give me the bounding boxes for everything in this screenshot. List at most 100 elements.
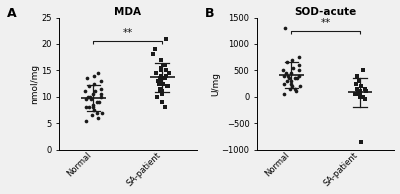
Point xyxy=(91,82,98,85)
Point xyxy=(91,74,97,77)
Point xyxy=(86,106,92,109)
Point xyxy=(159,63,166,67)
Point xyxy=(283,71,290,74)
Point xyxy=(162,106,168,109)
Point xyxy=(284,74,291,77)
Point xyxy=(282,27,288,30)
Point xyxy=(280,82,287,85)
Point xyxy=(86,95,93,98)
Point xyxy=(362,87,368,90)
Point xyxy=(284,79,290,82)
Point xyxy=(281,93,287,96)
Text: B: B xyxy=(205,7,214,20)
Point xyxy=(354,90,361,93)
Point xyxy=(286,77,292,80)
Text: **: ** xyxy=(321,18,331,28)
Point xyxy=(292,87,298,90)
Point xyxy=(293,90,300,93)
Point xyxy=(288,82,294,85)
Point xyxy=(296,74,302,77)
Point xyxy=(95,116,102,120)
Point xyxy=(158,90,165,93)
Point xyxy=(96,100,102,104)
Point xyxy=(150,53,156,56)
Point xyxy=(296,63,303,67)
Point xyxy=(354,74,361,77)
Point xyxy=(90,93,96,96)
Point xyxy=(156,79,163,82)
Point xyxy=(156,82,162,85)
Point xyxy=(158,69,164,72)
Point xyxy=(297,85,303,88)
Point xyxy=(83,119,89,122)
Point xyxy=(353,82,359,85)
Point xyxy=(283,61,290,64)
Point xyxy=(92,90,98,93)
Point xyxy=(90,106,97,109)
Point xyxy=(355,93,361,96)
Text: A: A xyxy=(7,7,16,20)
Point xyxy=(88,98,94,101)
Point xyxy=(280,74,287,77)
Title: MDA: MDA xyxy=(114,7,141,17)
Point xyxy=(152,48,158,51)
Point xyxy=(94,111,101,114)
Point xyxy=(287,87,294,90)
Point xyxy=(158,100,165,104)
Point xyxy=(358,85,364,88)
Point xyxy=(95,71,101,74)
Point xyxy=(153,71,160,74)
Y-axis label: U/mg: U/mg xyxy=(211,72,220,95)
Point xyxy=(163,69,170,72)
Point xyxy=(360,69,366,72)
Point xyxy=(98,87,105,90)
Point xyxy=(158,58,164,61)
Point xyxy=(290,66,296,69)
Point xyxy=(162,77,168,80)
Point xyxy=(156,87,163,90)
Point xyxy=(356,90,363,93)
Point xyxy=(356,95,363,98)
Title: SOD-acute: SOD-acute xyxy=(295,7,357,17)
Point xyxy=(296,55,302,59)
Point xyxy=(361,98,368,101)
Point xyxy=(94,100,100,104)
Point xyxy=(86,85,92,88)
Point xyxy=(82,98,89,101)
Point xyxy=(363,90,369,93)
Point xyxy=(163,74,169,77)
Point xyxy=(157,77,163,80)
Point xyxy=(288,79,294,82)
Point xyxy=(352,93,358,96)
Point xyxy=(154,95,160,98)
Point xyxy=(157,90,163,93)
Point xyxy=(161,63,168,67)
Point xyxy=(166,71,173,74)
Point xyxy=(85,95,92,98)
Point xyxy=(296,69,302,72)
Point xyxy=(155,79,161,82)
Point xyxy=(360,95,366,98)
Point xyxy=(287,71,294,74)
Point xyxy=(357,140,364,143)
Point xyxy=(83,106,89,109)
Point xyxy=(159,93,165,96)
Point xyxy=(289,58,296,61)
Point xyxy=(91,108,97,112)
Point xyxy=(98,95,104,98)
Point xyxy=(98,79,104,82)
Point xyxy=(165,85,172,88)
Point xyxy=(356,79,362,82)
Point xyxy=(160,82,167,85)
Point xyxy=(89,114,96,117)
Point xyxy=(163,37,169,40)
Y-axis label: nmol/mg: nmol/mg xyxy=(30,63,40,104)
Point xyxy=(90,103,97,106)
Point xyxy=(82,90,88,93)
Point xyxy=(354,87,360,90)
Point xyxy=(84,77,90,80)
Point xyxy=(158,74,165,77)
Point xyxy=(158,74,164,77)
Point xyxy=(158,79,164,82)
Point xyxy=(294,77,300,80)
